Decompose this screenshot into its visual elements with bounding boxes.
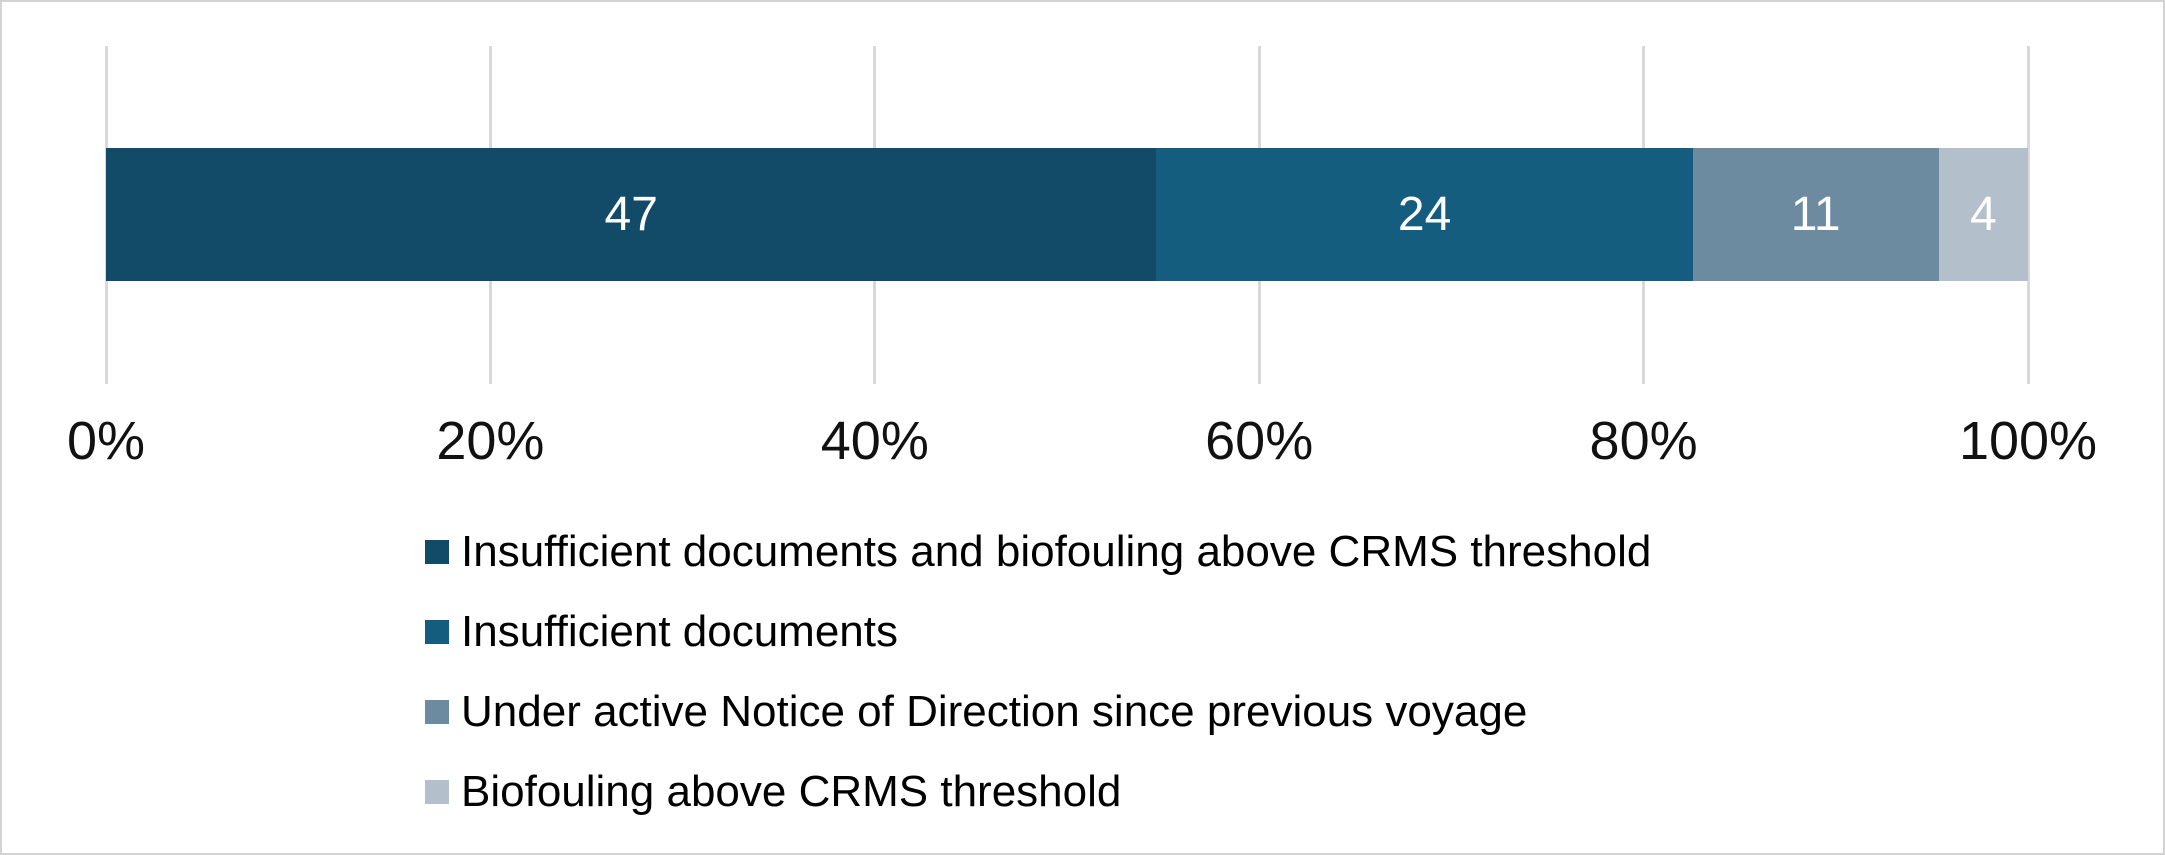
legend-swatch-icon	[425, 620, 449, 644]
x-tick-label: 100%	[1958, 411, 2098, 471]
legend: Insufficient documents and biofouling ab…	[425, 512, 1651, 832]
legend-label: Biofouling above CRMS threshold	[461, 766, 1122, 816]
bar-segment: 4	[1938, 148, 2028, 281]
bar-value-label: 4	[1969, 187, 1997, 241]
x-tick-label: 80%	[1589, 411, 1698, 471]
bar-segment: 11	[1692, 148, 1939, 281]
legend-swatch-icon	[425, 540, 449, 564]
bar-value-label: 24	[1397, 187, 1452, 241]
gridline	[2026, 46, 2030, 384]
legend-label: Insufficient documents and biofouling ab…	[461, 526, 1652, 576]
plot-area: 47 24 11 4	[104, 46, 2030, 384]
legend-swatch-icon	[425, 780, 449, 804]
stacked-bar: 47 24 11 4	[106, 148, 2028, 281]
legend-item: Biofouling above CRMS threshold	[425, 752, 1651, 832]
bar-value-label: 47	[604, 187, 658, 241]
bar-segment: 47	[106, 148, 1157, 281]
legend-swatch-icon	[425, 700, 449, 724]
legend-label: Insufficient documents	[461, 606, 898, 656]
x-axis: 0% 20% 40% 60% 80% 100%	[67, 411, 2097, 474]
legend-item: Insufficient documents	[425, 592, 1651, 672]
legend-item: Under active Notice of Direction since p…	[425, 672, 1651, 752]
x-tick-label: 40%	[820, 411, 929, 471]
x-tick-label: 0%	[66, 411, 146, 471]
legend-label: Under active Notice of Direction since p…	[461, 686, 1528, 736]
x-tick-label: 60%	[1205, 411, 1314, 471]
bar-value-label: 11	[1790, 187, 1841, 241]
legend-item: Insufficient documents and biofouling ab…	[425, 512, 1651, 592]
bar-segment: 24	[1156, 148, 1693, 281]
x-tick-label: 20%	[436, 411, 545, 471]
